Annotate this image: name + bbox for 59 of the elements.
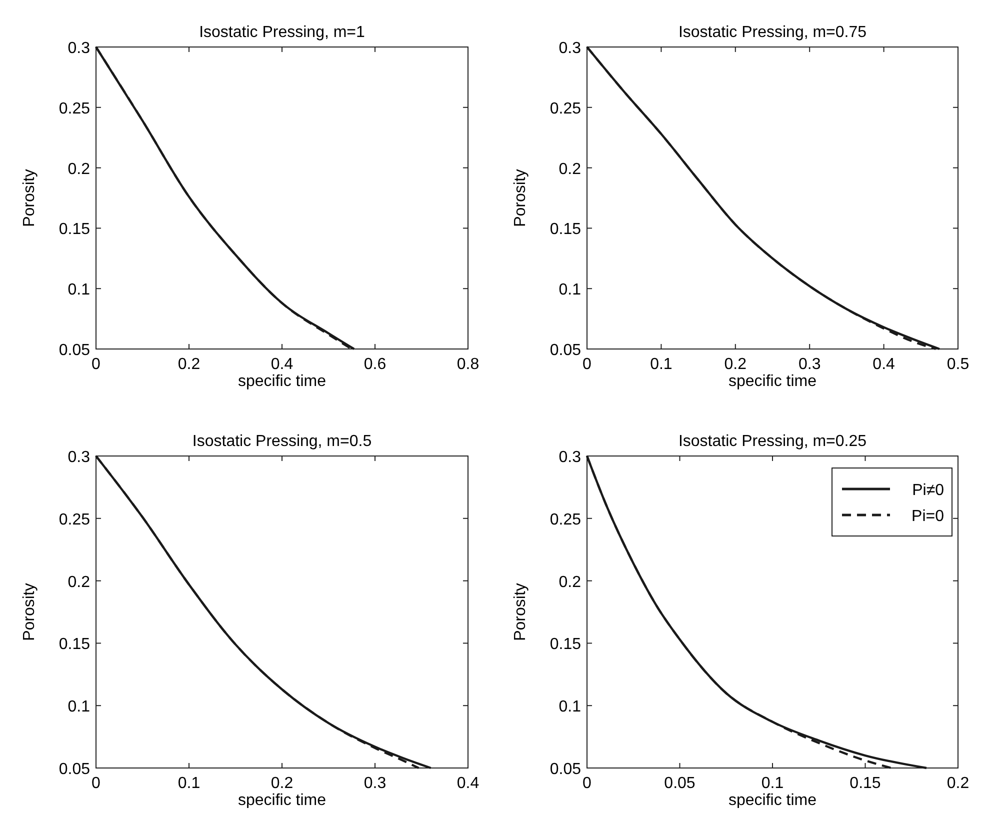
y-tick-label: 0.15 (550, 221, 582, 238)
legend-label: Pi≠0 (912, 482, 944, 499)
y-tick-label: 0.25 (550, 511, 582, 528)
y-tick-label: 0.3 (558, 40, 582, 57)
chart-title: Isostatic Pressing, m=0.5 (192, 433, 372, 450)
x-axis-title: specific time (238, 373, 326, 390)
y-tick-label: 0.05 (58, 342, 90, 359)
y-tick-label: 0.15 (58, 221, 90, 238)
chart-title: Isostatic Pressing, m=1 (199, 24, 366, 41)
x-tick-label: 0 (92, 775, 101, 792)
chart-title: Isostatic Pressing, m=0.25 (678, 433, 867, 450)
y-tick-label: 0.1 (558, 698, 582, 716)
x-tick-label: 0.5 (946, 356, 970, 373)
y-tick-label: 0.3 (68, 449, 90, 466)
x-tick-label: 0.3 (364, 775, 386, 792)
x-tick-label: 0.2 (270, 775, 294, 792)
x-tick-label: 0 (582, 356, 592, 373)
y-axis-title: Porosity (21, 169, 38, 227)
y-tick-label: 0.25 (58, 100, 90, 118)
x-axis-title: specific time (238, 792, 326, 809)
y-tick-label: 0.3 (558, 449, 582, 466)
y-tick-label: 0.1 (558, 282, 582, 299)
x-tick-label: 0.2 (178, 356, 200, 373)
y-tick-label: 0.1 (68, 282, 90, 299)
x-tick-label: 0.1 (178, 775, 200, 792)
x-tick-label: 0.05 (664, 775, 696, 792)
x-tick-label: 0.1 (650, 356, 672, 373)
x-tick-label: 0.2 (724, 356, 747, 373)
y-tick-label: 0.05 (550, 761, 582, 778)
x-tick-label: 0 (92, 356, 101, 373)
y-tick-label: 0.2 (68, 160, 90, 178)
y-tick-label: 0.3 (68, 40, 90, 57)
legend-label: Pi=0 (912, 508, 944, 525)
x-tick-label: 0.4 (456, 775, 480, 792)
x-tick-label: 0.1 (761, 775, 784, 792)
y-tick-label: 0.2 (558, 160, 582, 178)
y-tick-label: 0.05 (58, 761, 90, 778)
x-tick-label: 0.8 (456, 356, 480, 373)
y-tick-label: 0.05 (550, 342, 582, 359)
x-tick-label: 0.4 (270, 356, 294, 373)
x-tick-label: 0.4 (872, 356, 896, 373)
y-axis-title: Porosity (512, 583, 529, 641)
y-tick-label: 0.2 (68, 574, 90, 591)
y-axis-title: Porosity (512, 169, 529, 227)
y-axis-title: Porosity (21, 583, 38, 641)
y-tick-label: 0.1 (68, 698, 90, 716)
chart-title: Isostatic Pressing, m=0.75 (678, 24, 867, 41)
x-tick-label: 0.2 (946, 775, 970, 792)
y-tick-label: 0.25 (550, 100, 582, 118)
x-tick-label: 0.15 (850, 775, 881, 792)
y-tick-label: 0.15 (58, 636, 90, 654)
y-tick-label: 0.2 (558, 574, 582, 591)
x-axis-title: specific time (728, 373, 817, 390)
x-tick-label: 0.3 (798, 356, 821, 373)
x-tick-label: 0.6 (364, 356, 386, 373)
y-tick-label: 0.25 (58, 511, 90, 528)
x-axis-title: specific time (728, 792, 817, 809)
y-tick-label: 0.15 (550, 636, 582, 654)
x-tick-label: 0 (582, 775, 592, 792)
